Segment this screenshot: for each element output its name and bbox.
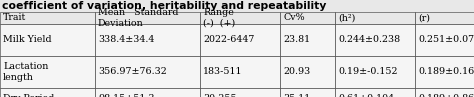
Bar [200, 56, 280, 88]
Text: 35.11: 35.11 [283, 94, 310, 97]
Bar [95, 24, 200, 56]
Bar [415, 88, 474, 97]
Text: Milk Yield: Milk Yield [3, 36, 52, 45]
Text: Cv%: Cv% [283, 13, 305, 23]
Bar [95, 88, 200, 97]
Bar [280, 24, 335, 56]
Bar [415, 12, 474, 24]
Text: Dry Period: Dry Period [3, 94, 55, 97]
Text: 0.189±0.168: 0.189±0.168 [418, 68, 474, 77]
Bar [335, 12, 415, 24]
Bar [200, 88, 280, 97]
Text: 183-511: 183-511 [203, 68, 243, 77]
Text: Range
(-)  (+): Range (-) (+) [203, 8, 235, 28]
Bar [335, 88, 415, 97]
Bar [280, 88, 335, 97]
Bar [0, 56, 95, 88]
Text: (r): (r) [418, 13, 430, 23]
Bar [335, 56, 415, 88]
Text: Mean   Standard
Deviation: Mean Standard Deviation [98, 8, 179, 28]
Text: 0.251±0.07: 0.251±0.07 [418, 36, 474, 45]
Bar [200, 24, 280, 56]
Bar [335, 24, 415, 56]
Bar [415, 56, 474, 88]
Text: 338.4±34.4: 338.4±34.4 [98, 36, 155, 45]
Bar [415, 24, 474, 56]
Text: 0.19±-0.152: 0.19±-0.152 [338, 68, 398, 77]
Bar [0, 88, 95, 97]
Text: (h²): (h²) [338, 13, 356, 23]
Bar [200, 12, 280, 24]
Bar [0, 12, 95, 24]
Text: 98.15±51.3: 98.15±51.3 [98, 94, 155, 97]
Text: 20.93: 20.93 [283, 68, 310, 77]
Text: 23.81: 23.81 [283, 36, 310, 45]
Text: 0.189±0.86: 0.189±0.86 [418, 94, 474, 97]
Text: Lactation
length: Lactation length [3, 62, 48, 82]
Bar [95, 56, 200, 88]
Text: coefficient of variation, heritability and repeatability: coefficient of variation, heritability a… [2, 1, 327, 11]
Bar [95, 12, 200, 24]
Bar [280, 56, 335, 88]
Text: 2022-6447: 2022-6447 [203, 36, 255, 45]
Text: 30-255: 30-255 [203, 94, 237, 97]
Bar [0, 24, 95, 56]
Text: Trait: Trait [3, 13, 26, 23]
Text: 0.244±0.238: 0.244±0.238 [338, 36, 400, 45]
Text: 356.97±76.32: 356.97±76.32 [98, 68, 167, 77]
Bar [280, 12, 335, 24]
Text: 0.61±0.104: 0.61±0.104 [338, 94, 394, 97]
